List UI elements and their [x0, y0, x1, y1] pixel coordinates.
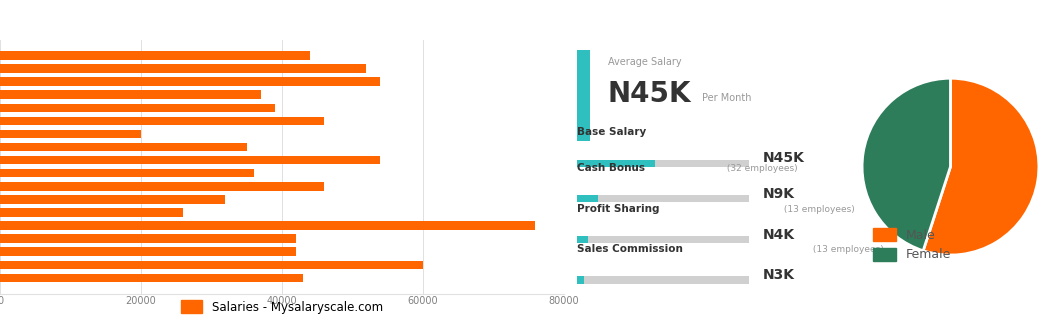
- Bar: [0, 104, 275, 112]
- Bar: [0, 143, 246, 151]
- Bar: [0, 51, 310, 60]
- Bar: [0, 116, 324, 125]
- Text: N45K: N45K: [608, 80, 692, 108]
- Text: (13 employees): (13 employees): [781, 205, 855, 214]
- Text: Average Salary: Average Salary: [608, 57, 681, 67]
- Text: N9K: N9K: [763, 187, 795, 201]
- Bar: [0, 274, 303, 282]
- FancyBboxPatch shape: [572, 45, 832, 146]
- Bar: [577, 159, 655, 167]
- Text: Base Salary: Base Salary: [577, 127, 647, 137]
- Text: Cash Bonus: Cash Bonus: [577, 163, 645, 173]
- Bar: [0, 182, 324, 190]
- Text: (32 employees): (32 employees): [724, 164, 798, 173]
- Text: N45K: N45K: [763, 151, 804, 165]
- Bar: [577, 50, 590, 141]
- Bar: [577, 159, 749, 167]
- Bar: [577, 277, 585, 283]
- Bar: [577, 236, 749, 243]
- Text: N3K: N3K: [763, 268, 795, 282]
- Legend: Male, Female: Male, Female: [868, 223, 956, 267]
- Bar: [0, 64, 366, 73]
- Text: N4K: N4K: [763, 228, 795, 242]
- Wedge shape: [923, 78, 1039, 255]
- Text: Per Month: Per Month: [701, 93, 751, 103]
- Bar: [0, 261, 422, 269]
- Bar: [0, 234, 296, 243]
- Text: Profit Sharing: Profit Sharing: [577, 204, 660, 214]
- Bar: [577, 195, 598, 202]
- Bar: [577, 236, 588, 243]
- Bar: [0, 169, 254, 178]
- Bar: [0, 156, 381, 164]
- Bar: [0, 90, 261, 99]
- Bar: [0, 195, 225, 204]
- Wedge shape: [863, 78, 951, 251]
- Bar: [0, 208, 184, 217]
- Bar: [577, 195, 749, 202]
- Text: (13 employees): (13 employees): [811, 245, 884, 254]
- Bar: [0, 130, 141, 138]
- Legend: Salaries - Mysalaryscale.com: Salaries - Mysalaryscale.com: [176, 295, 387, 318]
- Bar: [0, 248, 296, 256]
- Text: Sales Commission: Sales Commission: [577, 244, 683, 254]
- Bar: [577, 277, 749, 283]
- Bar: [0, 221, 536, 230]
- Bar: [0, 77, 381, 86]
